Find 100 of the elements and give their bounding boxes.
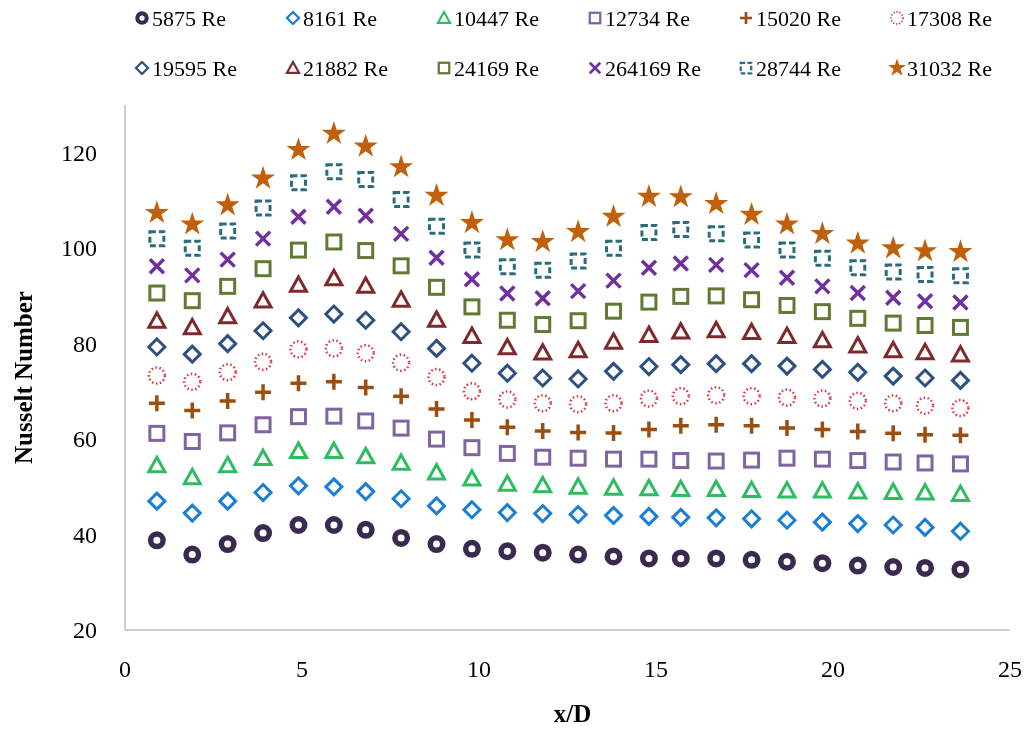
point — [183, 545, 202, 564]
legend-label: 28744 Re — [756, 56, 841, 81]
point — [391, 386, 411, 406]
point — [498, 390, 517, 409]
point — [144, 200, 169, 224]
point — [392, 419, 410, 437]
point — [881, 235, 906, 259]
point — [672, 221, 690, 239]
point — [289, 174, 307, 192]
y-tick-label: 80 — [73, 330, 97, 357]
point — [706, 385, 726, 405]
point — [391, 322, 411, 342]
point — [883, 394, 903, 413]
point — [289, 516, 308, 534]
point — [948, 239, 973, 263]
point — [183, 239, 201, 257]
point — [639, 325, 659, 343]
point — [915, 342, 935, 361]
point — [427, 248, 446, 267]
point — [671, 479, 691, 498]
point — [219, 222, 237, 240]
point — [325, 407, 343, 425]
point — [778, 296, 796, 314]
point — [706, 354, 726, 374]
point — [497, 503, 517, 523]
point — [742, 261, 761, 279]
point — [916, 317, 934, 334]
point — [148, 424, 166, 442]
point — [534, 261, 552, 279]
point — [391, 353, 411, 372]
point — [498, 258, 516, 276]
point — [148, 284, 166, 302]
point — [774, 211, 800, 235]
point — [950, 345, 970, 363]
point — [498, 444, 516, 462]
point — [777, 418, 797, 438]
point — [324, 477, 344, 497]
point — [672, 452, 690, 470]
point — [640, 293, 658, 311]
x-tick-label: 5 — [296, 656, 308, 682]
point — [739, 202, 764, 226]
point — [218, 363, 237, 382]
point — [219, 277, 237, 295]
legend-label: 31032 Re — [907, 56, 992, 81]
y-tick-label: 120 — [61, 139, 97, 166]
point — [353, 133, 378, 157]
point — [182, 344, 202, 364]
point — [849, 259, 867, 277]
point — [321, 120, 346, 144]
point — [951, 455, 969, 473]
point — [639, 389, 659, 408]
point — [848, 482, 868, 500]
point — [218, 334, 238, 354]
point — [566, 219, 591, 243]
point — [848, 391, 868, 411]
point — [706, 508, 726, 528]
point — [497, 474, 517, 492]
point — [392, 528, 411, 547]
point — [950, 521, 970, 541]
point — [324, 372, 344, 392]
legend-label: 15020 Re — [756, 6, 841, 31]
point — [951, 267, 969, 285]
point — [639, 478, 659, 497]
point — [357, 170, 375, 188]
point — [254, 260, 272, 278]
point — [743, 231, 761, 249]
point — [812, 330, 832, 349]
point — [568, 422, 588, 443]
point — [950, 370, 970, 390]
point — [356, 206, 375, 225]
point — [741, 415, 762, 436]
point — [356, 276, 376, 294]
point — [218, 535, 237, 554]
point — [389, 154, 414, 178]
point — [640, 450, 658, 468]
point — [672, 254, 690, 273]
point — [462, 326, 482, 344]
point — [707, 287, 725, 305]
point — [848, 514, 868, 534]
point — [147, 531, 166, 550]
point — [428, 430, 446, 448]
point — [916, 292, 934, 310]
x-tick-label: 20 — [821, 656, 845, 682]
point — [569, 312, 587, 330]
point — [812, 481, 832, 499]
point — [424, 183, 449, 206]
point — [812, 359, 832, 379]
point — [883, 340, 903, 359]
point — [426, 399, 447, 419]
point — [604, 547, 623, 566]
legend-label: 24169 Re — [454, 56, 539, 81]
point — [950, 484, 970, 502]
point — [849, 284, 867, 302]
point — [147, 393, 167, 414]
point — [147, 337, 167, 357]
point — [672, 287, 690, 305]
point — [289, 340, 308, 359]
point — [915, 425, 935, 445]
point — [604, 478, 624, 496]
point — [462, 353, 482, 373]
